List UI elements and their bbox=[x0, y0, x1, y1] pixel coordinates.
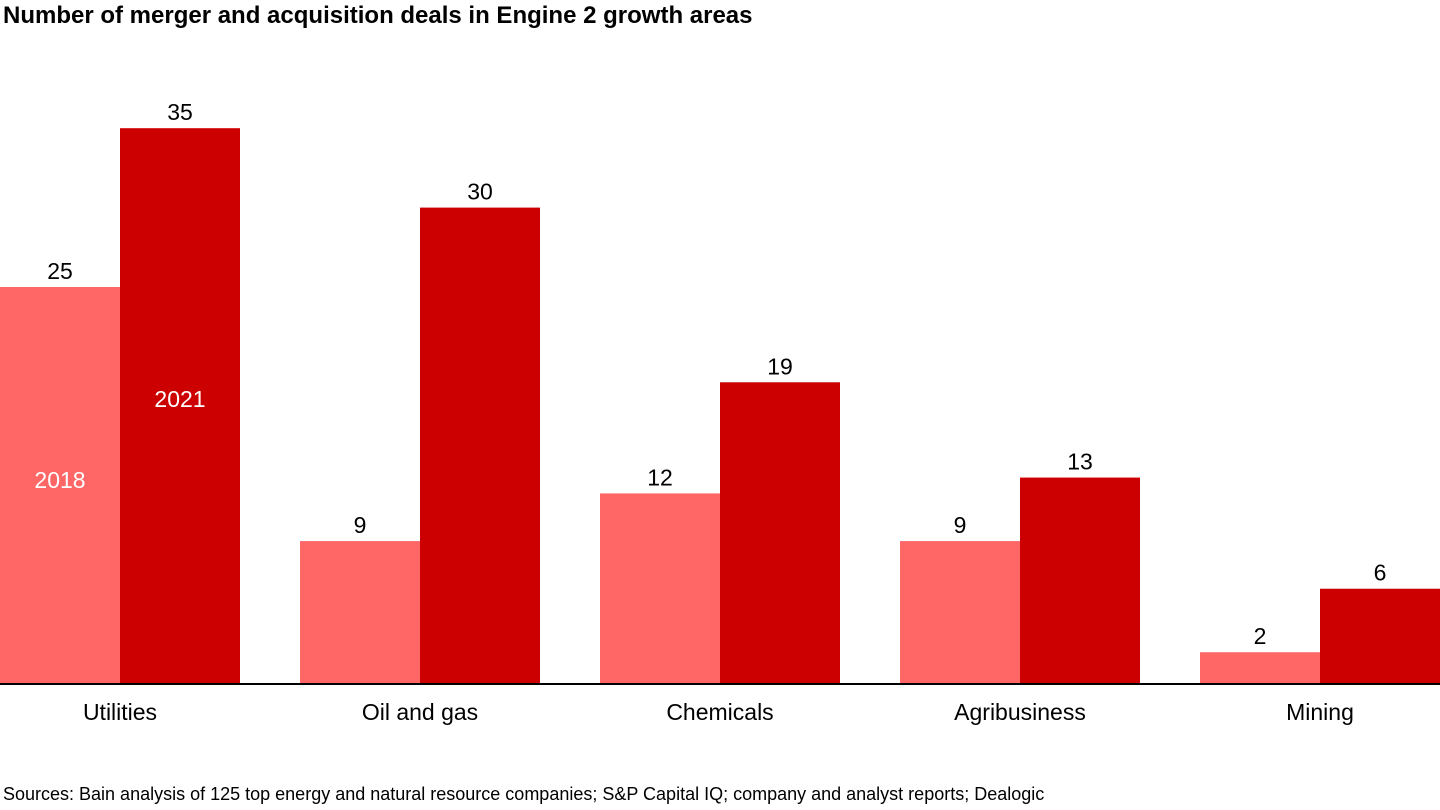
chart-source-note: Sources: Bain analysis of 125 top energy… bbox=[3, 784, 1045, 804]
bar-2018-utilities bbox=[0, 287, 120, 684]
legend-label-2021: 2021 bbox=[154, 386, 205, 412]
bar-2021-agribusiness bbox=[1020, 477, 1140, 684]
chart-title: Number of merger and acquisition deals i… bbox=[3, 2, 753, 29]
bar-2021-chemicals bbox=[720, 382, 840, 684]
bar-2021-utilities bbox=[120, 128, 240, 684]
bar-2018-oil-and-gas bbox=[300, 541, 420, 684]
data-label: 19 bbox=[767, 353, 793, 379]
data-label: 2 bbox=[1254, 623, 1267, 649]
bar-2018-mining bbox=[1200, 652, 1320, 684]
data-label: 25 bbox=[47, 258, 73, 284]
data-label: 9 bbox=[354, 512, 367, 538]
x-tick-label: Chemicals bbox=[666, 699, 773, 725]
x-tick-label: Mining bbox=[1286, 699, 1354, 725]
data-label: 9 bbox=[954, 512, 967, 538]
data-label: 12 bbox=[647, 464, 673, 490]
bar-2018-chemicals bbox=[600, 493, 720, 684]
data-label: 6 bbox=[1374, 560, 1387, 586]
data-label: 13 bbox=[1067, 449, 1093, 475]
x-tick-label: Utilities bbox=[83, 699, 157, 725]
x-tick-label: Agribusiness bbox=[954, 699, 1086, 725]
bar-2021-oil-and-gas bbox=[420, 207, 540, 684]
legend-label-2018: 2018 bbox=[34, 467, 85, 493]
data-label: 35 bbox=[167, 99, 193, 125]
data-label: 30 bbox=[467, 179, 493, 205]
x-tick-label: Oil and gas bbox=[362, 699, 478, 725]
bar-2021-mining bbox=[1320, 588, 1440, 684]
bar-2018-agribusiness bbox=[900, 541, 1020, 684]
